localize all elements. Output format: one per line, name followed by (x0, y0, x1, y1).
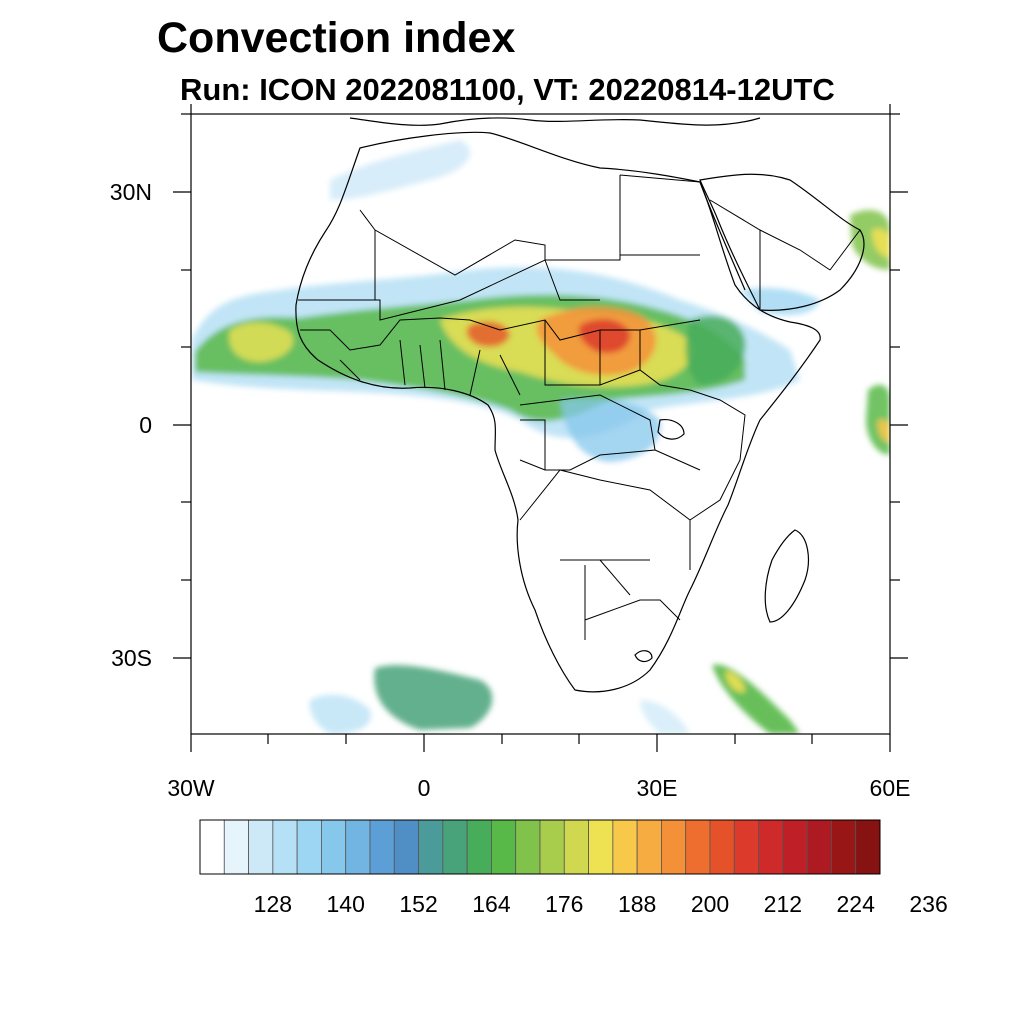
border-sahel (298, 259, 600, 321)
colorbar-swatch (393, 819, 419, 875)
colorbar-swatch (636, 819, 662, 875)
colorbar-tick-label: 224 (837, 891, 876, 917)
field-red-core-2 (466, 321, 510, 347)
colorbar-swatch (612, 819, 638, 875)
field-red-core-1 (579, 319, 631, 354)
colorbar-swatch (442, 819, 468, 875)
colorbar-swatch (466, 819, 492, 875)
lake-victoria (657, 419, 685, 440)
colorbar-swatch (199, 819, 225, 875)
border-south (519, 469, 691, 640)
country-borders (298, 174, 861, 640)
colorbar-swatch (345, 819, 371, 875)
colorbar-swatch (661, 819, 687, 875)
colorbar-tick-label: 188 (618, 891, 656, 917)
colorbar-swatch (782, 819, 808, 875)
colorbar-swatch (223, 819, 249, 875)
colorbar-swatch (685, 819, 711, 875)
colorbar-tick-label: 236 (909, 891, 947, 917)
border-gulf-of-guinea (339, 339, 521, 396)
madagascar-coastline (764, 529, 809, 623)
colorbar-swatch (588, 819, 614, 875)
field-sw-indian-core (725, 671, 745, 693)
colorbar-labels: 128 140 152 164 176 188 200 212 224 236 (254, 891, 948, 917)
colorbar-swatch (321, 819, 347, 875)
colorbar-swatch (709, 819, 735, 875)
lat-label-30n: 30N (110, 179, 152, 205)
colorbar-tick-label: 128 (254, 891, 292, 917)
colorbar-swatch (296, 819, 322, 875)
colorbar-swatch (272, 819, 298, 875)
colorbar-swatch (831, 819, 857, 875)
field-congo (560, 398, 661, 462)
colorbar-tick-label: 164 (472, 891, 511, 917)
colorbar-swatch (806, 819, 832, 875)
colorbar-swatch (563, 819, 589, 875)
colorbar-swatch (491, 819, 517, 875)
field-south-atlantic (374, 665, 493, 730)
border-egypt-sudan (619, 174, 701, 256)
colorbar-tick-label: 176 (545, 891, 583, 917)
lat-label-0: 0 (139, 412, 152, 438)
colorbar-tick-label: 140 (327, 891, 365, 917)
lat-label-30s: 30S (111, 645, 152, 671)
arabia-coastline (699, 173, 865, 311)
field-indian-ocean-core (877, 419, 890, 442)
border-central (544, 320, 691, 391)
colorbar-swatch (758, 819, 784, 875)
colorbar-tick-label: 152 (399, 891, 437, 917)
border-east (654, 389, 746, 521)
field-sw-indian-faint (640, 700, 690, 734)
field-north-sahara (330, 140, 470, 200)
europe-coastline (349, 117, 761, 126)
colorbar-tick-label: 212 (764, 891, 802, 917)
field-south-atlantic-outer (309, 694, 371, 734)
tick-marks (173, 104, 908, 752)
border-arabia (709, 199, 861, 310)
field-arabian-yellow (872, 228, 890, 258)
map-frame (190, 113, 891, 735)
colorbar-swatch (248, 819, 274, 875)
border-maghreb (359, 175, 621, 300)
colorbar-swatch (539, 819, 565, 875)
lon-label-30e: 30E (637, 775, 678, 801)
colorbar-swatch (855, 819, 881, 875)
lon-label-0: 0 (418, 775, 431, 801)
colorbar-tick-label: 200 (691, 891, 729, 917)
field-yellow-west (229, 322, 294, 362)
colorbar (199, 819, 881, 875)
field-ethiopia (685, 315, 746, 385)
colorbar-swatch (515, 819, 541, 875)
lon-label-60e: 60E (870, 775, 911, 801)
colorbar-swatch (369, 819, 395, 875)
page-subtitle: Run: ICON 2022081100, VT: 20220814-12UTC (180, 72, 835, 107)
red-sea (699, 181, 746, 291)
colorbar-frame (199, 819, 881, 875)
field-arabian-sea (850, 210, 890, 270)
colorbar-swatch (733, 819, 759, 875)
page-title: Convection index (157, 14, 516, 62)
colorbar-swatch (418, 819, 444, 875)
lon-label-30w: 30W (167, 775, 215, 801)
lesotho (634, 650, 653, 663)
